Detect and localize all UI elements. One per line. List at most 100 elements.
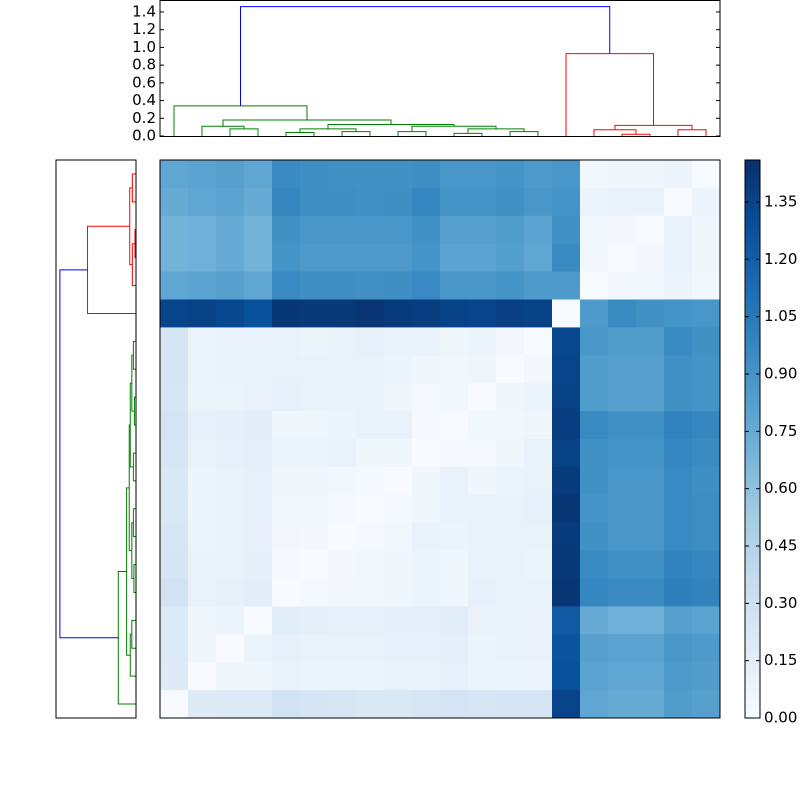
heat-cell — [580, 160, 609, 189]
heat-cell — [160, 160, 189, 189]
heat-cell — [524, 690, 553, 719]
heat-cell — [440, 522, 469, 552]
heat-cell — [412, 550, 441, 579]
heat-cell — [244, 160, 273, 189]
heat-cell — [244, 243, 273, 273]
heat-cell — [412, 215, 441, 245]
heat-cell — [300, 243, 329, 273]
heat-cell — [244, 271, 273, 300]
heat-cell — [468, 215, 497, 245]
heat-cell — [244, 355, 273, 384]
heat-cell — [524, 383, 553, 412]
heat-cell — [300, 662, 329, 691]
colorbar-tick-label: 0.00 — [764, 709, 797, 727]
heat-cell — [496, 466, 525, 496]
heat-cell — [300, 299, 329, 328]
colorbar: 0.00 0.15 0.30 0.45 0.60 0.75 0.90 1.05 1.20 1.35 — [744, 159, 797, 727]
heat-cell — [692, 271, 721, 300]
heat-cell — [468, 299, 497, 328]
heat-cell — [636, 243, 665, 273]
dendrogram-link — [131, 173, 136, 203]
heat-cell — [384, 439, 413, 468]
heat-cell — [468, 383, 497, 412]
heat-cell — [216, 550, 245, 579]
heat-cell — [692, 662, 721, 691]
heat-cell — [496, 690, 525, 719]
heat-cell — [468, 494, 497, 524]
heat-cell — [328, 355, 357, 384]
heat-cell — [524, 355, 553, 384]
heat-cell — [468, 634, 497, 663]
heat-cell — [524, 439, 553, 468]
heat-cell — [496, 160, 525, 189]
heat-cell — [356, 522, 385, 552]
heat-cell — [356, 327, 385, 356]
heat-cell — [412, 411, 441, 440]
heat-cell — [384, 550, 413, 579]
heat-cell — [608, 160, 637, 189]
heat-cell — [272, 522, 301, 552]
heat-cell — [356, 160, 385, 189]
heat-cell — [412, 355, 441, 384]
heat-cell — [272, 243, 301, 273]
heat-cell — [692, 522, 721, 552]
heat-cell — [552, 327, 581, 356]
heat-cell — [608, 271, 637, 300]
heat-cell — [412, 466, 441, 496]
heat-cell — [160, 383, 189, 412]
heat-cell — [664, 634, 693, 663]
heat-cell — [272, 690, 301, 719]
colorbar-tick-label: 0.90 — [764, 365, 797, 383]
heat-cell — [636, 411, 665, 440]
heat-cell — [524, 187, 553, 217]
heat-cell — [188, 439, 217, 468]
heat-cell — [384, 215, 413, 245]
heat-cell — [244, 215, 273, 245]
dendrogram-link — [509, 131, 539, 136]
heat-cell — [216, 383, 245, 412]
heat-cell — [272, 411, 301, 440]
heat-cell — [412, 187, 441, 217]
heat-cell — [384, 327, 413, 356]
heat-cell — [664, 550, 693, 579]
heat-cell — [300, 215, 329, 245]
colorbar-tick-label: 0.60 — [764, 479, 797, 497]
heat-cell — [496, 327, 525, 356]
heat-cell — [552, 243, 581, 273]
heat-cell — [440, 662, 469, 691]
heat-cell — [692, 466, 721, 496]
heat-cell — [608, 411, 637, 440]
heat-cell — [384, 578, 413, 607]
heat-cell — [692, 606, 721, 635]
heat-cell — [216, 355, 245, 384]
heat-cell — [552, 606, 581, 635]
heat-cell — [636, 355, 665, 384]
heat-cell — [552, 634, 581, 663]
heat-cell — [160, 466, 189, 496]
heat-cell — [188, 662, 217, 691]
heat-cell — [328, 522, 357, 552]
heat-cell — [468, 690, 497, 719]
heat-cell — [188, 606, 217, 635]
heat-cell — [524, 578, 553, 607]
heat-cell — [636, 215, 665, 245]
heat-cell — [496, 550, 525, 579]
heat-cell — [580, 522, 609, 552]
heat-cell — [160, 439, 189, 468]
heat-cell — [356, 439, 385, 468]
heat-cell — [272, 578, 301, 607]
heat-cell — [412, 243, 441, 273]
heat-cell — [300, 439, 329, 468]
heat-cell — [496, 243, 525, 273]
heat-cell — [328, 494, 357, 524]
heat-cell — [412, 690, 441, 719]
heat-cell — [244, 327, 273, 356]
heat-cell — [188, 690, 217, 719]
heat-cell — [300, 578, 329, 607]
heat-cell — [216, 411, 245, 440]
heat-cell — [440, 243, 469, 273]
heat-cell — [636, 634, 665, 663]
heat-cell — [300, 383, 329, 412]
heatmap — [159, 159, 721, 719]
